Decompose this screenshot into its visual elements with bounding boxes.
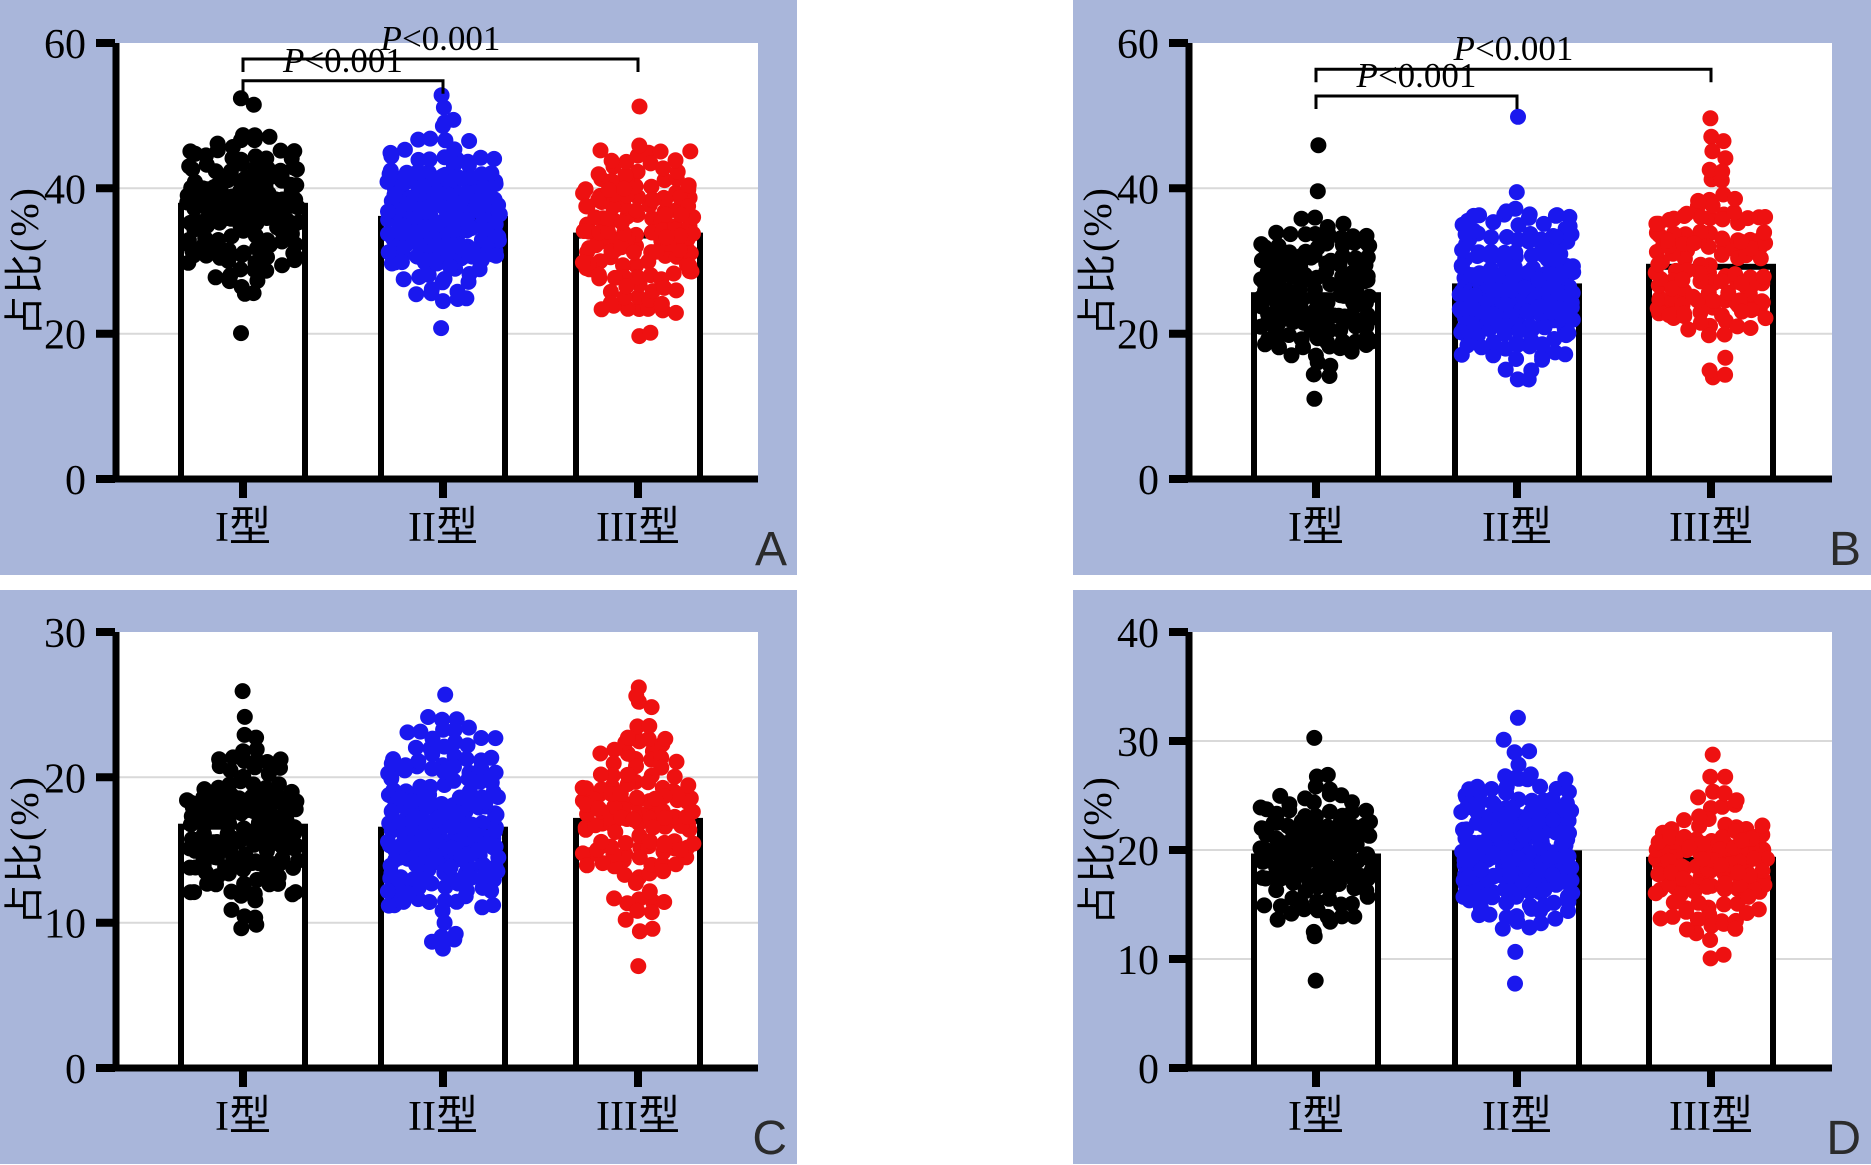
svg-text:0: 0 bbox=[1138, 458, 1159, 504]
svg-text:20: 20 bbox=[44, 756, 86, 802]
svg-text:20: 20 bbox=[44, 313, 86, 359]
panel-letter: A bbox=[754, 522, 787, 576]
svg-text:I型: I型 bbox=[1288, 505, 1344, 551]
svg-text:20: 20 bbox=[1117, 829, 1159, 875]
svg-text:III型: III型 bbox=[596, 1094, 680, 1140]
svg-text:P<0.001: P<0.001 bbox=[380, 19, 501, 58]
svg-text:II型: II型 bbox=[1482, 1094, 1552, 1140]
svg-text:占比(%): 占比(%) bbox=[2, 186, 47, 336]
svg-text:30: 30 bbox=[1117, 720, 1159, 766]
svg-text:0: 0 bbox=[1138, 1047, 1159, 1093]
svg-text:I型: I型 bbox=[215, 1094, 271, 1140]
svg-text:40: 40 bbox=[1117, 611, 1159, 657]
svg-text:III型: III型 bbox=[1669, 505, 1753, 551]
svg-text:40: 40 bbox=[44, 167, 86, 213]
svg-text:60: 60 bbox=[44, 22, 86, 68]
panel-card-c: 0 10 20 30 I型 II型 III型 占比(%) C bbox=[0, 590, 797, 1164]
svg-text:10: 10 bbox=[1117, 938, 1159, 984]
svg-text:III型: III型 bbox=[596, 505, 680, 551]
panel-card-a: 0 20 40 60 I型 II型 III型 占比(%) P<0.001 P<0.001 A bbox=[0, 0, 797, 575]
svg-text:P<0.001: P<0.001 bbox=[1453, 29, 1574, 68]
panel-card-b: 0 20 40 60 I型 II型 III型 占比(%) P<0.001 P<0.001 B bbox=[1073, 0, 1871, 575]
panel-card-d: 0 10 20 30 40 I型 II型 III型 占比(%) D bbox=[1073, 590, 1871, 1164]
svg-text:占比(%): 占比(%) bbox=[1075, 775, 1120, 925]
svg-text:40: 40 bbox=[1117, 167, 1159, 213]
svg-text:0: 0 bbox=[65, 458, 86, 504]
panel-d-chart: 0 10 20 30 40 I型 II型 III型 占比(%) bbox=[1075, 611, 1832, 1140]
svg-text:III型: III型 bbox=[1669, 1094, 1753, 1140]
svg-text:P<0.001: P<0.001 bbox=[1356, 56, 1477, 95]
svg-text:II型: II型 bbox=[408, 1094, 478, 1140]
svg-text:II型: II型 bbox=[1482, 505, 1552, 551]
svg-text:60: 60 bbox=[1117, 22, 1159, 68]
panel-letter: D bbox=[1826, 1111, 1861, 1165]
panel-c-chart: 0 10 20 30 I型 II型 III型 占比(%) bbox=[2, 611, 758, 1140]
svg-text:占比(%): 占比(%) bbox=[2, 775, 47, 925]
svg-text:20: 20 bbox=[1117, 313, 1159, 359]
svg-text:占比(%): 占比(%) bbox=[1075, 186, 1120, 336]
svg-text:10: 10 bbox=[44, 902, 86, 948]
svg-text:0: 0 bbox=[65, 1047, 86, 1093]
panel-letter: C bbox=[752, 1111, 787, 1165]
svg-text:I型: I型 bbox=[1288, 1094, 1344, 1140]
svg-text:30: 30 bbox=[44, 611, 86, 657]
svg-text:II型: II型 bbox=[408, 505, 478, 551]
panel-letter: B bbox=[1828, 522, 1861, 576]
svg-text:I型: I型 bbox=[215, 505, 271, 551]
